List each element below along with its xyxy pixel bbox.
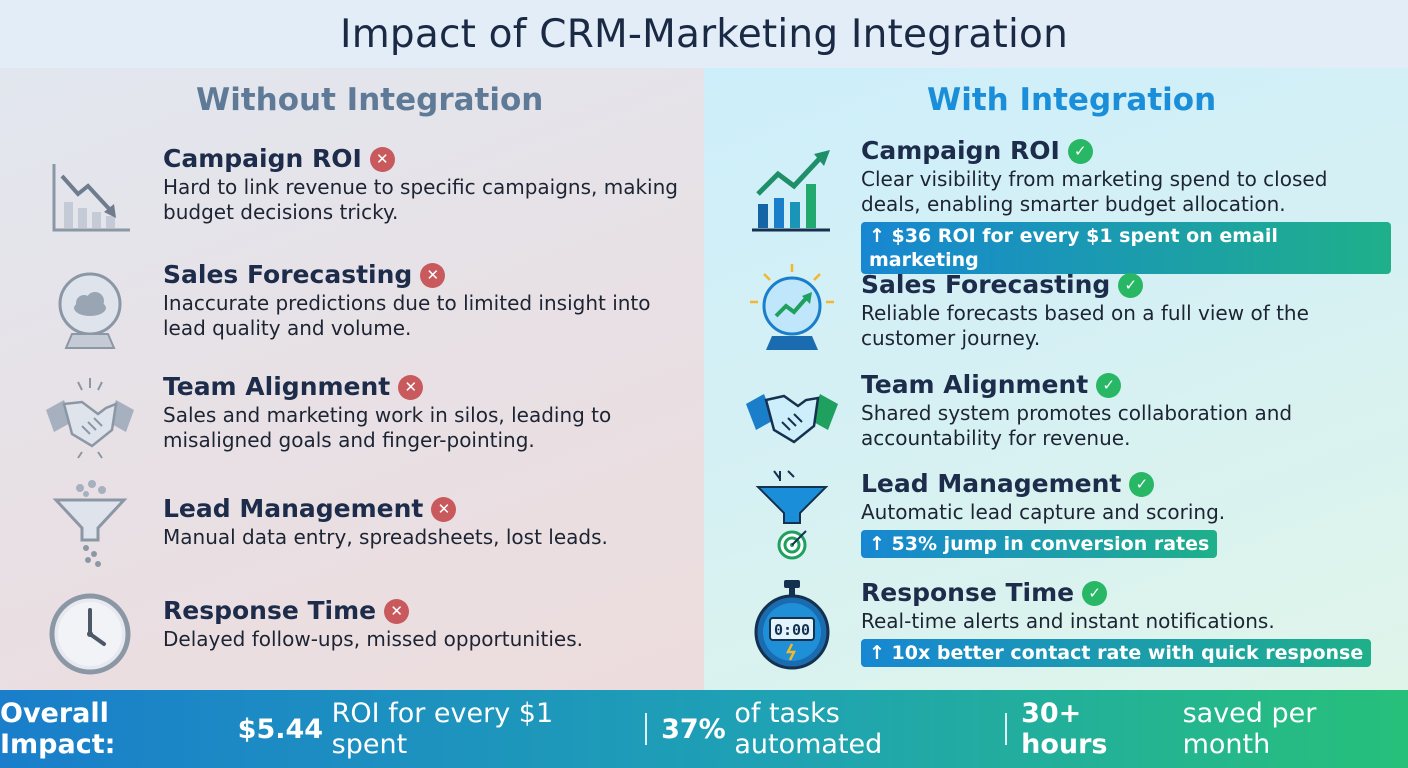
stopwatch-icon: 0:00 xyxy=(744,578,840,674)
item-text: Sales Forecasting ✕ Inaccurate prediction… xyxy=(163,260,683,341)
stat-badge: ↑ $36 ROI for every $1 spent on email ma… xyxy=(861,222,1391,274)
tasks-text: of tasks automated xyxy=(734,698,883,760)
item-text: Sales Forecasting ✓ Reliable forecasts ba… xyxy=(861,270,1391,351)
check-icon: ✓ xyxy=(1129,471,1155,497)
item-description: Hard to link revenue to specific campaig… xyxy=(163,175,678,224)
item-text: Team Alignment ✓ Shared system promotes c… xyxy=(861,370,1391,451)
stat-badge: ↑ 10x better contact rate with quick res… xyxy=(861,639,1372,667)
hours-value: 30+ hours xyxy=(1021,698,1108,760)
x-icon: ✕ xyxy=(369,146,395,172)
item-description: Sales and marketing work in silos, leadi… xyxy=(163,403,612,452)
without-integration-panel: Without Integration Campaign ROI ✕ Hard t… xyxy=(0,68,704,690)
item-title: Response Time xyxy=(861,578,1075,607)
item-text: Campaign ROI ✕ Hard to link revenue to sp… xyxy=(163,144,683,225)
overall-impact-banner: Overall Impact: $5.44 ROI for every $1 s… xyxy=(0,690,1408,768)
cloudy-crystal-ball-icon xyxy=(42,264,138,360)
item-title: Response Time xyxy=(163,596,377,625)
item-title: Sales Forecasting xyxy=(163,260,413,289)
check-icon: ✓ xyxy=(1067,138,1093,164)
item-title: Lead Management xyxy=(163,494,424,523)
page-title: Impact of CRM-Marketing Integration xyxy=(340,11,1068,57)
clock-icon xyxy=(42,586,138,682)
item-description: Clear visibility from marketing spend to… xyxy=(861,167,1328,216)
item-text: Response Time ✓ Real-time alerts and inst… xyxy=(861,578,1391,667)
item-title: Team Alignment xyxy=(163,372,391,401)
handshake-icon xyxy=(744,370,840,466)
check-icon: ✓ xyxy=(1118,272,1144,298)
item-text: Campaign ROI ✓ Clear visibility from mark… xyxy=(861,136,1391,274)
item-description: Shared system promotes collaboration and… xyxy=(861,401,1293,450)
x-icon: ✕ xyxy=(398,374,424,400)
item-description: Delayed follow-ups, missed opportunities… xyxy=(163,627,583,651)
item-title: Team Alignment xyxy=(861,370,1089,399)
stat-badge: ↑ 53% jump in conversion rates xyxy=(861,530,1218,558)
check-icon: ✓ xyxy=(1082,580,1108,606)
item-text: Team Alignment ✕ Sales and marketing work… xyxy=(163,372,683,453)
with-integration-panel: With Integration Campaign ROI ✓ Clear vis… xyxy=(704,68,1408,690)
item-title: Campaign ROI xyxy=(163,144,362,173)
item-description: Inaccurate predictions due to limited in… xyxy=(163,291,651,340)
roi-text: ROI for every $1 spent xyxy=(331,698,554,760)
growth-chart-icon xyxy=(744,146,840,242)
item-text: Lead Management ✓ Automatic lead capture … xyxy=(861,469,1391,558)
hours-text: saved per month xyxy=(1182,698,1317,760)
item-text: Lead Management ✕ Manual data entry, spre… xyxy=(163,494,683,550)
x-icon: ✕ xyxy=(431,496,457,522)
timer-readout: 0:00 xyxy=(774,621,810,639)
item-title: Campaign ROI xyxy=(861,136,1060,165)
crystal-ball-trend-icon xyxy=(744,262,840,358)
item-text: Response Time ✕ Delayed follow-ups, misse… xyxy=(163,596,683,652)
without-integration-heading: Without Integration xyxy=(196,82,544,118)
item-description: Real-time alerts and instant notificatio… xyxy=(861,609,1275,633)
divider xyxy=(1005,713,1008,745)
funnel-target-icon xyxy=(744,467,840,563)
item-description: Manual data entry, spreadsheets, lost le… xyxy=(163,525,608,549)
item-description: Reliable forecasts based on a full view … xyxy=(861,301,1309,350)
item-description: Automatic lead capture and scoring. xyxy=(861,500,1226,524)
tasks-value: 37% xyxy=(661,713,726,745)
item-title: Lead Management xyxy=(861,469,1122,498)
x-icon: ✕ xyxy=(384,598,410,624)
header: Impact of CRM-Marketing Integration xyxy=(0,0,1408,68)
x-icon: ✕ xyxy=(420,262,446,288)
broken-handshake-icon xyxy=(42,374,138,470)
leaky-funnel-icon xyxy=(42,474,138,570)
item-title: Sales Forecasting xyxy=(861,270,1111,299)
with-integration-heading: With Integration xyxy=(927,82,1217,118)
impact-label: Overall Impact: xyxy=(0,698,116,760)
declining-chart-icon xyxy=(42,150,138,246)
check-icon: ✓ xyxy=(1096,372,1122,398)
roi-value: $5.44 xyxy=(237,713,324,745)
divider xyxy=(645,713,648,745)
